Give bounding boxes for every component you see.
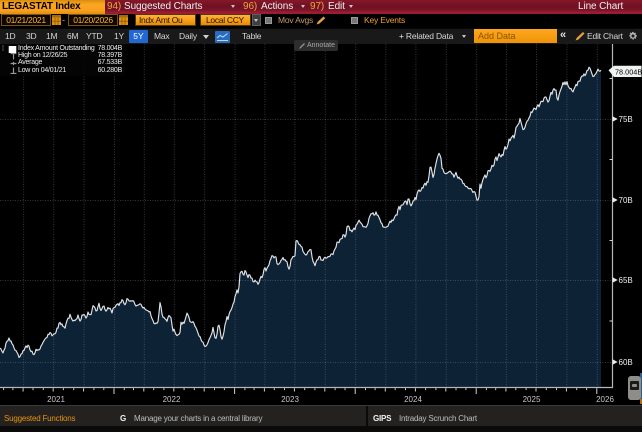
svg-text:2023: 2023: [281, 395, 299, 404]
svg-text:75B: 75B: [619, 115, 633, 124]
svg-text:2024: 2024: [404, 395, 422, 404]
svg-text:2021: 2021: [47, 395, 65, 404]
svg-text:78.004B: 78.004B: [615, 67, 642, 76]
svg-text:2026: 2026: [596, 395, 614, 404]
svg-text:65B: 65B: [619, 276, 633, 285]
svg-text:60B: 60B: [619, 358, 633, 367]
svg-text:70B: 70B: [619, 196, 633, 205]
svg-text:2025: 2025: [523, 395, 541, 404]
svg-text:2022: 2022: [163, 395, 181, 404]
